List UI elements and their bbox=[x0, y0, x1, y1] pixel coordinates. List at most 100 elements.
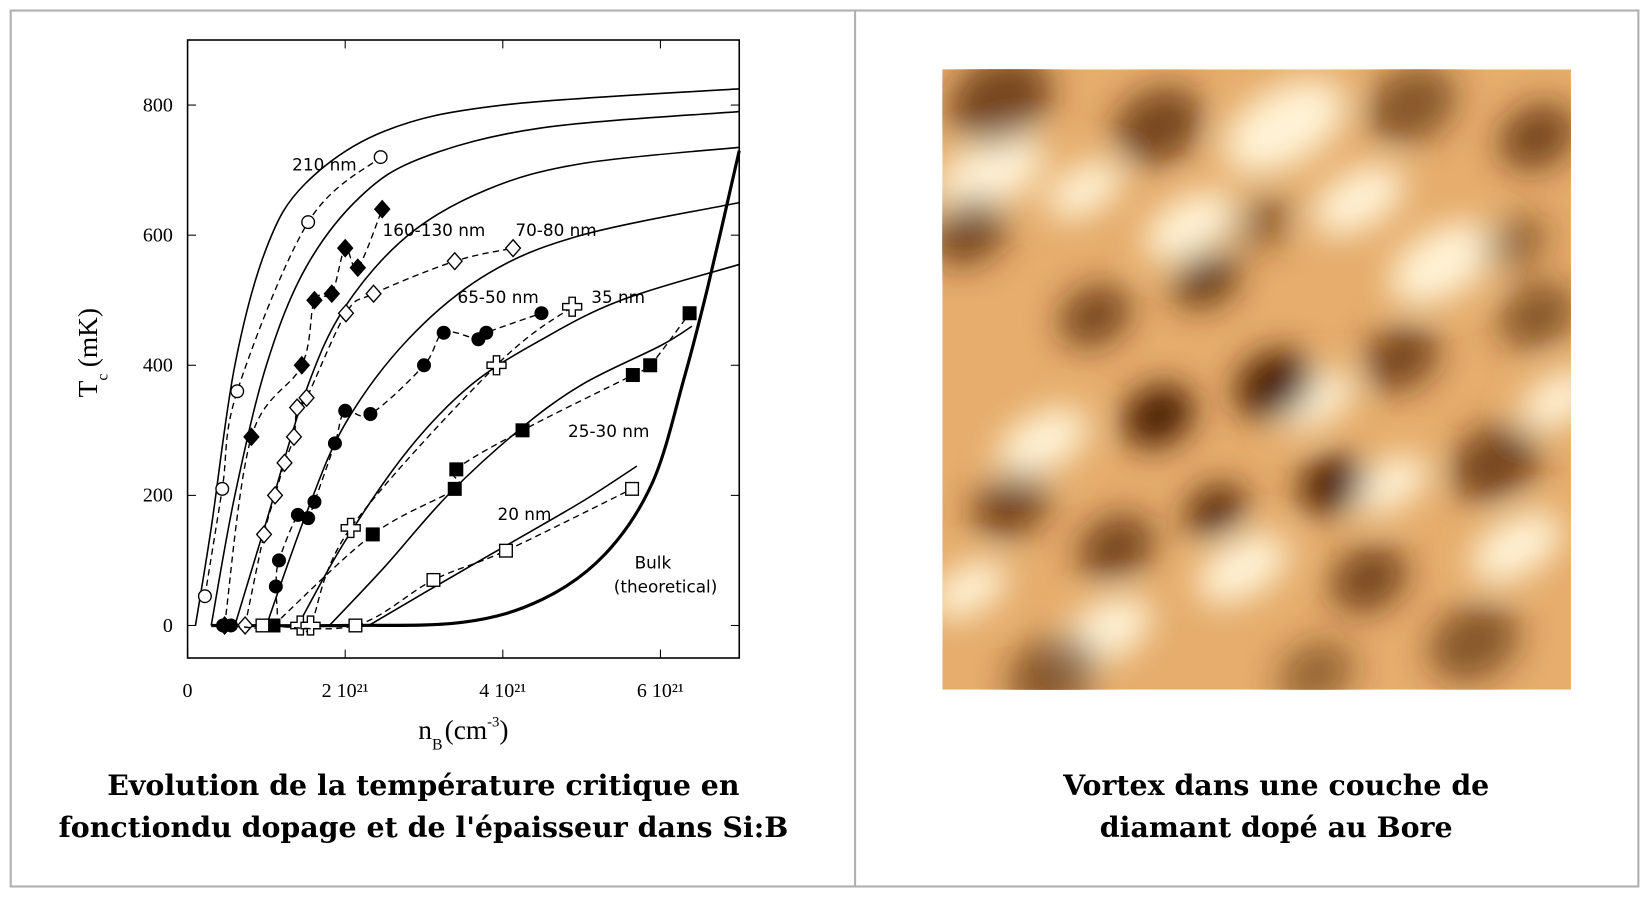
y-tick-label: 200 bbox=[143, 485, 173, 507]
marker bbox=[276, 453, 293, 473]
plot-frame bbox=[186, 39, 741, 659]
marker bbox=[340, 517, 361, 539]
marker bbox=[236, 616, 254, 635]
marker bbox=[337, 303, 355, 323]
x-tick-label: 6 10²¹ bbox=[637, 680, 684, 702]
x-axis-label-part: B bbox=[432, 737, 443, 754]
x-axis-label-part: ) bbox=[499, 715, 508, 745]
theory-curve bbox=[297, 263, 740, 626]
marker bbox=[230, 384, 245, 399]
theory-curve bbox=[210, 110, 740, 626]
x-tick-label: 0 bbox=[183, 680, 193, 702]
annotation: Bulk bbox=[635, 553, 672, 573]
blob bbox=[1185, 483, 1248, 538]
marker bbox=[436, 325, 451, 340]
blob bbox=[971, 471, 1050, 540]
blob bbox=[1223, 79, 1346, 174]
blob bbox=[1298, 454, 1366, 514]
caption: Vortex dans une couche de bbox=[1062, 768, 1489, 802]
blob bbox=[1519, 370, 1571, 430]
caption: diamant dopé au Bore bbox=[1100, 810, 1453, 844]
blob bbox=[1483, 213, 1549, 271]
blob bbox=[948, 69, 1053, 146]
marker bbox=[515, 423, 530, 438]
marker bbox=[285, 427, 303, 447]
y-axis-label-part: T bbox=[73, 380, 103, 397]
marker bbox=[301, 511, 316, 526]
blob bbox=[1235, 350, 1313, 419]
marker bbox=[323, 284, 341, 304]
y-axis-label: Tc (mK) bbox=[73, 308, 112, 397]
marker bbox=[625, 368, 640, 383]
blob bbox=[1171, 249, 1240, 309]
blob bbox=[1449, 423, 1541, 504]
x-tick-label: 2 10²¹ bbox=[322, 680, 369, 702]
marker bbox=[504, 238, 522, 258]
marker bbox=[255, 618, 270, 633]
marker bbox=[307, 494, 322, 509]
blob bbox=[996, 406, 1089, 478]
marker bbox=[365, 527, 380, 542]
marker bbox=[301, 215, 316, 230]
series-label: 160-130 nm bbox=[383, 220, 486, 240]
marker bbox=[426, 572, 441, 587]
series-label: 65-50 nm bbox=[457, 287, 538, 307]
blob bbox=[1007, 633, 1099, 690]
series-label: 210 nm bbox=[292, 155, 357, 175]
x-axis-label: nB(cm-3) bbox=[418, 714, 508, 753]
blob bbox=[1361, 323, 1440, 393]
blob bbox=[942, 197, 1008, 266]
marker bbox=[348, 618, 363, 633]
annotation: (theoretical) bbox=[614, 577, 717, 597]
marker bbox=[266, 485, 284, 505]
x-axis-label-part: (cm bbox=[445, 715, 488, 745]
blob bbox=[1388, 222, 1497, 305]
marker bbox=[268, 579, 283, 594]
marker bbox=[365, 284, 382, 304]
dashed-line bbox=[223, 312, 542, 630]
theory-curve bbox=[194, 88, 740, 626]
blob bbox=[1470, 512, 1563, 583]
marker bbox=[562, 296, 583, 317]
marker bbox=[373, 199, 391, 219]
caption: Evolution de la température critique en bbox=[107, 768, 739, 802]
marker bbox=[215, 481, 230, 496]
dashed-line bbox=[262, 488, 633, 630]
marker bbox=[534, 306, 549, 321]
blob bbox=[1196, 533, 1289, 604]
vortex-image bbox=[942, 69, 1571, 690]
marker bbox=[417, 358, 432, 373]
blob bbox=[1046, 160, 1123, 219]
blob bbox=[1077, 513, 1156, 582]
marker bbox=[243, 427, 260, 447]
marker bbox=[223, 618, 238, 633]
marker bbox=[373, 150, 388, 165]
y-tick-label: 800 bbox=[143, 94, 173, 116]
marker bbox=[293, 355, 311, 375]
marker bbox=[449, 462, 464, 477]
blob bbox=[1329, 544, 1408, 614]
marker bbox=[300, 615, 321, 636]
blob bbox=[1058, 283, 1132, 348]
series-label: 70-80 nm bbox=[515, 220, 596, 240]
marker bbox=[327, 436, 342, 451]
blob bbox=[1428, 602, 1520, 683]
marker bbox=[498, 543, 513, 558]
y-tick-label: 0 bbox=[163, 615, 173, 637]
blob bbox=[942, 560, 1008, 619]
blob bbox=[1365, 69, 1457, 146]
marker bbox=[447, 481, 462, 496]
caption: fonctiondu dopage et de l'épaisseur dans… bbox=[59, 810, 789, 844]
y-tick-label: 400 bbox=[143, 355, 173, 377]
marker bbox=[682, 306, 697, 321]
marker bbox=[479, 325, 494, 340]
x-tick-label: 4 10²¹ bbox=[479, 680, 526, 702]
x-axis-label-part: -3 bbox=[487, 714, 499, 730]
marker bbox=[625, 481, 640, 496]
series-label: 25-30 nm bbox=[568, 421, 649, 441]
marker bbox=[363, 407, 378, 422]
marker bbox=[336, 238, 354, 258]
series-label: 20 nm bbox=[498, 504, 552, 524]
